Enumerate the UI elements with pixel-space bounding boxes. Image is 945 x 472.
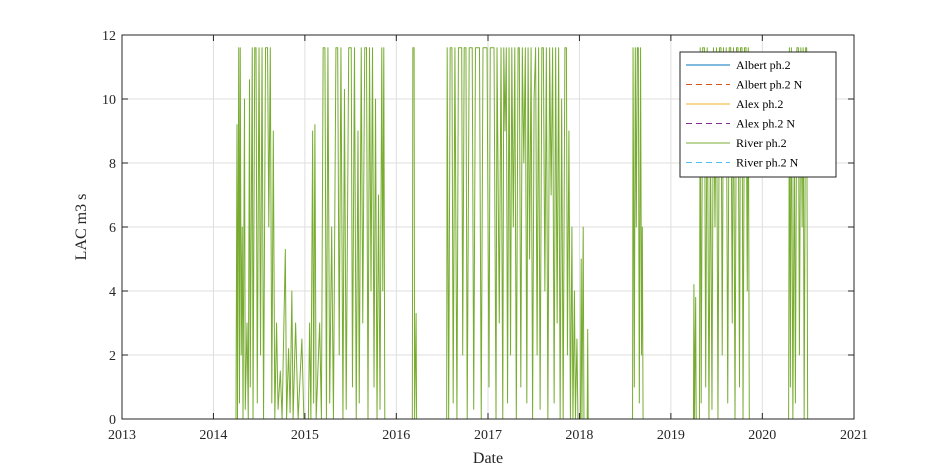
legend-entry-label: Albert ph.2 xyxy=(736,58,791,72)
x-tick-label: 2015 xyxy=(291,428,319,443)
y-tick-label: 8 xyxy=(109,157,116,172)
x-tick-label: 2021 xyxy=(840,428,868,443)
y-axis-label: LAC m3 s xyxy=(73,194,90,261)
legend-entry-label: Albert ph.2 N xyxy=(736,78,803,92)
legend-entry-label: River ph.2 xyxy=(736,136,787,150)
x-tick-label: 2013 xyxy=(108,428,136,443)
x-tick-label: 2019 xyxy=(657,428,685,443)
y-tick-label: 6 xyxy=(109,221,116,236)
y-axis: 0 2 4 6 8 10 12 xyxy=(102,29,854,428)
x-axis: 2013 2014 2015 2016 2017 2018 2019 2020 2021 xyxy=(108,35,868,443)
y-tick-label: 12 xyxy=(102,29,116,44)
y-tick-label: 0 xyxy=(109,413,116,428)
legend-entry-label: River ph.2 N xyxy=(736,156,799,170)
x-tick-label: 2020 xyxy=(748,428,776,443)
y-tick-label: 4 xyxy=(109,285,116,300)
x-axis-label: Date xyxy=(473,450,503,467)
x-tick-label: 2018 xyxy=(565,428,593,443)
legend: Albert ph.2 Albert ph.2 N Alex ph.2 Alex ph… xyxy=(679,51,837,178)
x-tick-label: 2014 xyxy=(199,428,227,443)
x-tick-label: 2017 xyxy=(474,428,502,443)
legend-entry-label: Alex ph.2 N xyxy=(736,117,795,131)
y-tick-label: 2 xyxy=(109,349,116,364)
y-tick-label: 10 xyxy=(102,93,116,108)
legend-box xyxy=(679,51,837,178)
x-tick-label: 2016 xyxy=(382,428,410,443)
legend-entry-label: Alex ph.2 xyxy=(736,97,783,111)
